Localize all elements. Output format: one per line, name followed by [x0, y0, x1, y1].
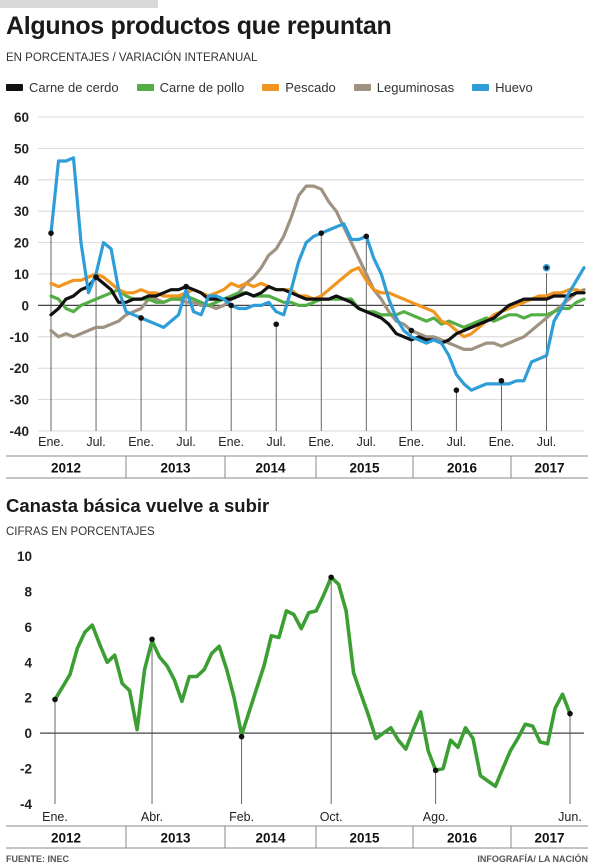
- y-tick-label: 2: [24, 691, 32, 706]
- data-point-marker: [273, 321, 280, 328]
- source-note: FUENTE: INEC: [6, 854, 69, 864]
- y-tick-label: -4: [20, 797, 32, 812]
- y-tick-label: 6: [24, 620, 32, 635]
- legend-swatch-huevo: [472, 84, 490, 91]
- data-point-marker-center: [544, 265, 549, 270]
- year-label: 2013: [160, 831, 191, 846]
- x-tick-label: Jun.: [558, 810, 582, 824]
- year-label: 2015: [349, 831, 380, 846]
- x-tick-label: Ene.: [489, 435, 515, 449]
- year-label: 2017: [534, 831, 564, 846]
- x-tick-label: Ago.: [423, 810, 449, 824]
- year-label: 2012: [51, 461, 81, 476]
- y-tick-label: -40: [9, 424, 29, 439]
- year-label: 2017: [534, 461, 564, 476]
- legend-item-pollo: Carne de pollo: [136, 80, 245, 95]
- legend-swatch-pescado: [262, 84, 280, 91]
- legend-label-cerdo: Carne de cerdo: [29, 80, 119, 95]
- legend-item-leguminosas: Leguminosas: [353, 80, 455, 95]
- x-tick-label: Jul.: [266, 435, 285, 449]
- credit-note: INFOGRAFÍA/ LA NACIÓN: [477, 854, 588, 864]
- data-point-marker: [328, 574, 334, 581]
- year-label: 2016: [447, 461, 478, 476]
- data-point-marker: [432, 767, 439, 774]
- y-tick-label: -2: [20, 762, 32, 777]
- data-point-marker: [183, 283, 189, 290]
- x-tick-label: Ene.: [218, 435, 244, 449]
- data-point-marker: [318, 230, 325, 236]
- data-point-marker: [93, 274, 99, 280]
- chart1-legend: Carne de cerdo Carne de pollo Pescado Le…: [6, 80, 551, 95]
- series-line-canasta: [53, 575, 572, 789]
- chart1-title: Algunos productos que repuntan: [6, 12, 392, 40]
- legend-label-leguminosas: Leguminosas: [376, 80, 455, 95]
- data-point-marker: [363, 233, 370, 240]
- legend-item-pescado: Pescado: [262, 80, 336, 95]
- chart2-svg: 10 8 6 4 2 0 -2 -4 Ene. Abr. Feb. Oct. Ago. Jun. 2012 2…: [6, 549, 588, 849]
- y-tick-label: 40: [14, 173, 29, 188]
- year-label: 2014: [255, 461, 286, 476]
- x-tick-label: Ene.: [398, 435, 424, 449]
- y-tick-label: 8: [24, 584, 32, 599]
- legend-swatch-leguminosas: [353, 84, 371, 91]
- x-tick-label: Abr.: [141, 810, 163, 824]
- y-tick-label: -20: [9, 361, 29, 376]
- y-tick-label: 4: [24, 655, 32, 670]
- x-tick-label: Jul.: [447, 435, 466, 449]
- data-point-marker: [52, 696, 58, 703]
- data-point-marker: [149, 636, 155, 643]
- x-tick-label: Jul.: [537, 435, 556, 449]
- y-tick-label: 10: [17, 549, 32, 564]
- data-point-marker: [567, 710, 573, 717]
- x-tick-label: Jul.: [86, 435, 105, 449]
- x-tick-label: Ene.: [38, 435, 64, 449]
- y-tick-label: 10: [14, 267, 29, 282]
- data-point-marker: [238, 733, 245, 740]
- year-label: 2015: [349, 461, 380, 476]
- data-point-marker: [453, 387, 460, 393]
- y-tick-label: -10: [9, 330, 29, 345]
- series-line-leguminosas: [49, 184, 586, 351]
- y-tick-label: 0: [21, 298, 29, 313]
- legend-swatch-pollo: [136, 84, 154, 91]
- y-tick-label: 20: [14, 236, 29, 251]
- year-label: 2013: [160, 461, 191, 476]
- y-tick-label: 50: [14, 141, 29, 156]
- legend-swatch-cerdo: [6, 84, 23, 91]
- chart2-subtitle: CIFRAS EN PORCENTAJES: [6, 526, 155, 538]
- legend-label-pollo: Carne de pollo: [159, 80, 245, 95]
- legend-item-cerdo: Carne de cerdo: [6, 80, 119, 95]
- x-tick-label: Ene.: [42, 810, 68, 824]
- y-tick-label: -30: [9, 393, 29, 408]
- year-label: 2012: [51, 831, 81, 846]
- legend-label-huevo: Huevo: [495, 80, 533, 95]
- x-tick-label: Feb.: [229, 810, 254, 824]
- chart2-title: Canasta básica vuelve a subir: [6, 495, 270, 516]
- y-tick-label: 30: [14, 204, 29, 219]
- x-tick-label: Jul.: [357, 435, 376, 449]
- legend-item-huevo: Huevo: [472, 80, 533, 95]
- data-point-marker: [228, 302, 234, 309]
- y-tick-label: 0: [24, 726, 32, 741]
- x-tick-label: Ene.: [308, 435, 334, 449]
- year-label: 2014: [255, 831, 286, 846]
- data-point-marker: [498, 377, 505, 384]
- data-point-marker: [408, 327, 415, 334]
- x-tick-label: Jul.: [176, 435, 195, 449]
- year-label: 2016: [447, 831, 478, 846]
- x-tick-label: Oct.: [320, 810, 343, 824]
- chart1-svg: 60 50 40 30 20 10 0 -10 -20 -30 -40 Ene. Jul. Ene. Jul…: [6, 110, 588, 479]
- legend-label-pescado: Pescado: [285, 80, 336, 95]
- series-line-carne-de-cerdo: [49, 275, 586, 345]
- y-tick-label: 60: [14, 110, 29, 125]
- data-point-marker: [138, 315, 144, 321]
- chart1-subtitle: EN PORCENTAJES / VARIACIÓN INTERANUAL: [6, 52, 258, 64]
- top-accent-bar: [0, 0, 158, 8]
- data-point-marker: [48, 230, 54, 236]
- x-tick-label: Ene.: [128, 435, 154, 449]
